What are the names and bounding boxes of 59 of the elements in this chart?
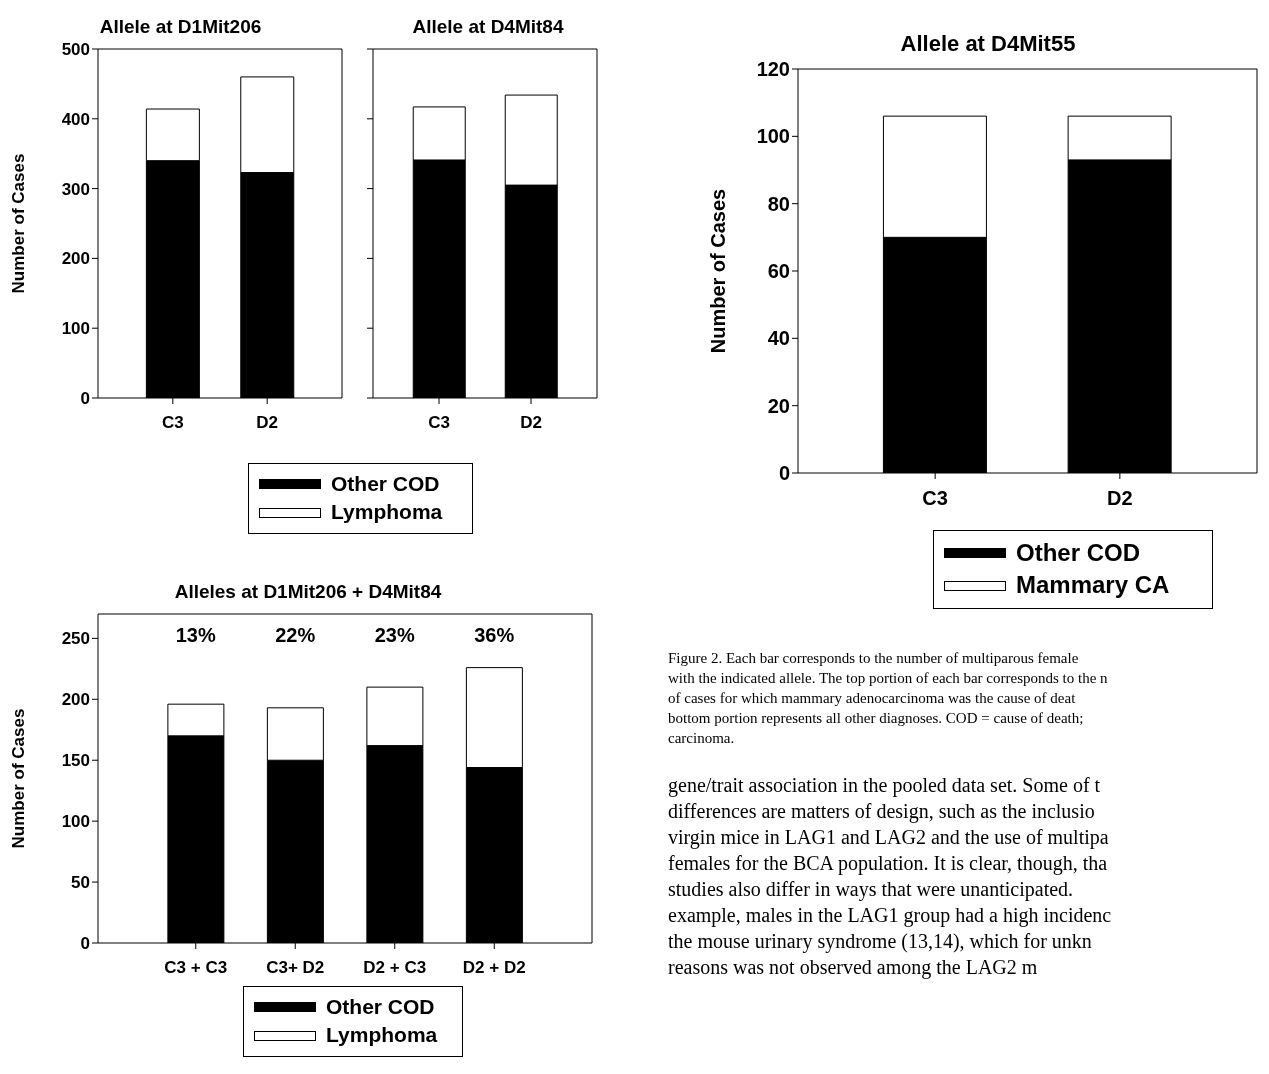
x-tick-label: C3+ D2 [266,958,325,978]
chart-title: Allele at D4Mit84 [411,16,565,38]
y-tick-label: 40 [767,327,790,350]
text: of cases for which mammary adenocarcinoma was the cause of deat [668,689,1077,708]
y-axis-title: Number of Cases [9,153,29,294]
text: females for the BCA population. It is clear, though, tha [668,851,1109,876]
chart-title: Allele at D4Mit55 [899,31,1077,57]
x-tick-label: D2 [256,413,279,433]
chart-title: Alleles at D1Mit206 + D4Mit84 [173,581,443,603]
legend-label: Lymphoma [326,1022,438,1049]
legend-label: Mammary CA [1016,570,1170,601]
y-tick-label: 80 [767,192,790,215]
text: the mouse urinary syndrome (13,14), which for unkn [668,929,1093,954]
caption: Figure 2. Each bar corresponds to the number of multiparous female [668,649,1080,668]
legend-label: Other COD [326,994,435,1020]
x-tick-label: C3 [161,413,184,433]
y-tick-label: 100 [756,125,790,148]
x-tick-label: D2 + D2 [462,958,526,978]
chart-title: Allele at D1Mit206 [98,16,263,38]
text: virgin mice in LAG1 and LAG2 and the use of multipa [668,825,1110,850]
y-tick-label: 120 [756,58,790,81]
annotation: 13% [175,624,216,647]
x-tick-label: C3 [428,413,450,433]
x-tick-label: C3 + C3 [164,958,228,978]
y-tick-label: 150 [61,751,90,771]
y-tick-label: 200 [61,249,90,269]
annotation: 23% [374,624,415,647]
y-tick-label: 0 [778,462,790,485]
annotation: 22% [275,624,316,647]
text: carcinoma. [668,729,736,748]
y-tick-label: 100 [61,319,90,339]
y-tick-label: 250 [61,629,90,649]
text: gene/trait association in the pooled data set. Some of t [668,773,1102,798]
y-tick-label: 0 [80,934,90,954]
y-tick-label: 100 [61,812,90,832]
x-tick-label: D2 [1107,487,1133,510]
text: studies also differ in ways that were unanticipated. [668,877,1075,902]
legend-label: Lymphoma [331,499,443,526]
x-tick-label: D2 [520,413,542,433]
y-tick-label: 200 [61,690,90,710]
y-axis-title: Number of Cases [9,708,29,849]
x-tick-label: D2 + C3 [363,958,427,978]
annotation: 36% [474,624,515,647]
y-axis-title: Number of Cases [707,188,730,354]
y-tick-label: 0 [80,389,90,409]
y-tick-label: 500 [61,40,90,60]
legend-label: Other COD [331,471,440,497]
text: bottom portion represents all other diagnoses. COD = cause of death; [668,709,1085,728]
x-tick-label: C3 [922,487,948,510]
y-tick-label: 20 [767,394,790,417]
text: example, males in the LAG1 group had a high incidenc [668,903,1113,928]
text: with the indicated allele. The top portion of each bar corresponds to the n [668,669,1109,688]
y-tick-label: 400 [61,109,90,129]
text: reasons was not observed among the LAG2 m [668,955,1039,980]
y-tick-label: 60 [767,260,790,283]
text: differences are matters of design, such as the inclusio [668,799,1096,824]
y-tick-label: 50 [71,873,90,893]
y-tick-label: 300 [61,179,90,199]
legend-label: Other COD [1016,538,1141,568]
